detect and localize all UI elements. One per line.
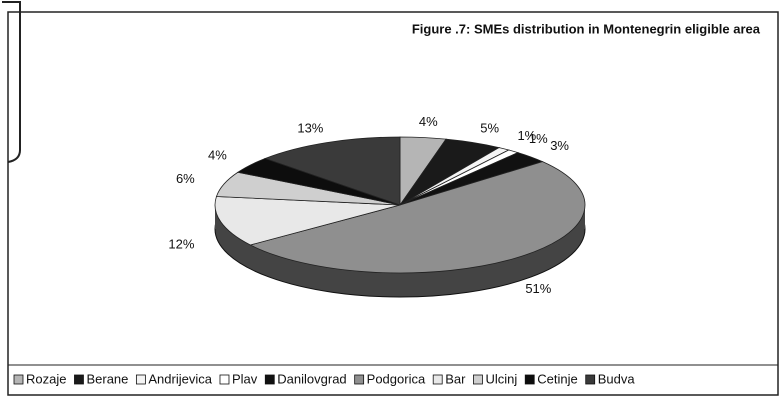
data-label: 12% [168,236,194,251]
data-label: 1% [529,131,548,146]
legend-label: Plav [232,371,258,386]
data-label: 5% [480,120,499,135]
chart-title: Figure .7: SMEs distribution in Monteneg… [412,21,761,36]
legend-swatch [219,374,230,385]
legend-label: Berane [86,371,128,386]
legend-swatch [432,374,443,385]
legend-label: Ulcinj [485,371,517,386]
pie-slice [214,196,401,246]
data-label: 3% [550,138,569,153]
legend-swatch [473,374,483,385]
bracket [2,1,21,163]
legend-swatch [264,374,275,385]
pie-slice [263,136,401,206]
legend-swatch [524,374,535,385]
data-label: 1% [517,128,536,143]
legend-swatch [585,374,596,385]
legend-label: Cetinje [537,371,577,386]
legend-swatch [74,374,84,385]
data-label: 4% [208,148,227,163]
legend-label: Andrijevica [148,371,212,386]
legend-label: Budva [598,371,636,386]
data-label: 6% [176,171,195,186]
legend-label: Bar [445,371,466,386]
legend-label: Danilovgrad [277,371,346,386]
legend-label: Podgorica [367,371,426,386]
legend-swatch [13,374,24,385]
legend-label: Rozaje [26,371,66,386]
legend-swatch [135,374,146,385]
data-label: 4% [419,114,438,129]
legend-swatch [354,374,365,385]
pie-slice [249,161,586,274]
data-label: 51% [525,281,551,296]
data-label: 13% [297,120,323,135]
